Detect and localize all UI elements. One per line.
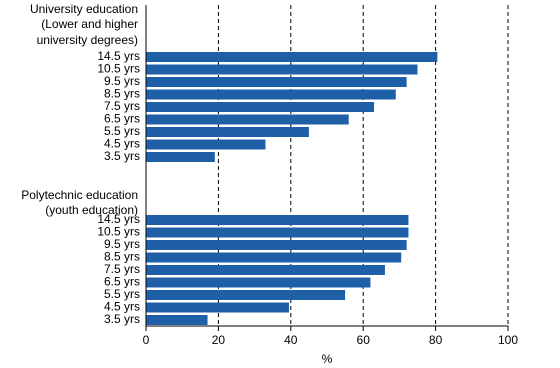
- x-tick-label: 20: [212, 333, 226, 347]
- x-tick-label: 60: [357, 333, 371, 347]
- bar: [146, 89, 396, 100]
- y-tick-label: 8.5 yrs: [104, 250, 140, 264]
- y-tick-label: 7.5 yrs: [104, 99, 140, 113]
- y-tick-label: 3.5 yrs: [104, 312, 140, 326]
- bar: [146, 252, 402, 263]
- bar: [146, 265, 385, 275]
- bar: [146, 277, 371, 288]
- bar: [146, 102, 375, 112]
- group-title: (Lower and higher: [41, 17, 138, 31]
- bar: [146, 302, 289, 313]
- y-tick-label: 9.5 yrs: [104, 74, 140, 88]
- group-title: (youth education): [45, 203, 138, 217]
- group-title: University education: [30, 2, 138, 16]
- bar: [146, 240, 407, 250]
- y-tick-label: 5.5 yrs: [104, 124, 140, 138]
- group-title: Polytechnic education: [21, 188, 138, 202]
- y-tick-label: 7.5 yrs: [104, 262, 140, 276]
- bar: [146, 290, 346, 300]
- y-tick-label: 6.5 yrs: [104, 112, 140, 126]
- y-tick-label: 9.5 yrs: [104, 237, 140, 251]
- y-tick-label: 14.5 yrs: [97, 49, 140, 63]
- bar: [146, 64, 418, 75]
- bar: [146, 77, 407, 87]
- y-tick-label: 10.5 yrs: [97, 225, 140, 239]
- x-tick-label: 40: [284, 333, 298, 347]
- y-tick-label: 6.5 yrs: [104, 275, 140, 289]
- bar: [146, 127, 309, 137]
- y-tick-label: 4.5 yrs: [104, 300, 140, 314]
- x-tick-label: 0: [143, 333, 150, 347]
- y-tick-label: 3.5 yrs: [104, 149, 140, 163]
- group-title: university degrees): [37, 33, 138, 47]
- x-tick-label: 80: [429, 333, 443, 347]
- bar: [146, 139, 266, 150]
- bar: [146, 152, 215, 162]
- x-axis-label: %: [322, 352, 333, 366]
- bar: [146, 315, 208, 325]
- y-tick-label: 10.5 yrs: [97, 62, 140, 76]
- y-tick-label: 5.5 yrs: [104, 287, 140, 301]
- bar: [146, 52, 438, 62]
- y-tick-label: 4.5 yrs: [104, 137, 140, 151]
- bar: [146, 114, 349, 125]
- x-tick-label: 100: [498, 333, 518, 347]
- y-tick-label: 8.5 yrs: [104, 87, 140, 101]
- bar: [146, 215, 409, 225]
- bar: [146, 227, 409, 238]
- y-tick-label: 14.5 yrs: [97, 212, 140, 226]
